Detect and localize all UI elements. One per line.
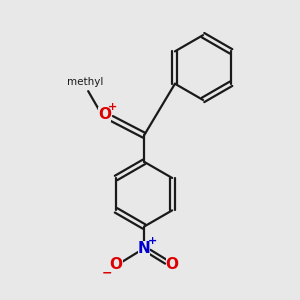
Text: −: − bbox=[102, 267, 112, 280]
Text: O: O bbox=[110, 257, 123, 272]
Text: methyl: methyl bbox=[67, 77, 104, 87]
Text: +: + bbox=[108, 102, 117, 112]
Text: +: + bbox=[148, 236, 157, 246]
Text: N: N bbox=[138, 241, 151, 256]
Text: O: O bbox=[166, 257, 178, 272]
Text: O: O bbox=[98, 107, 111, 122]
